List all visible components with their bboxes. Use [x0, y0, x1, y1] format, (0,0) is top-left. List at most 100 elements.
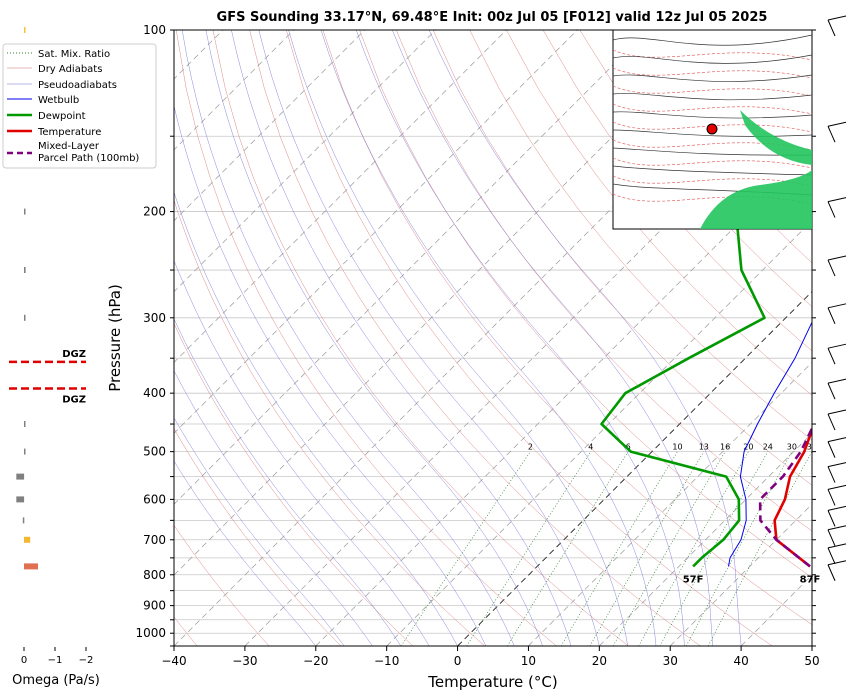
dry-adiabat-line [506, 30, 812, 396]
mixing-ratio-label: 4 [588, 443, 593, 452]
y-tick-label: 500 [143, 445, 166, 459]
wind-barb-staff [827, 413, 836, 431]
isotherm-line [599, 432, 812, 646]
wind-barb-flag [827, 437, 847, 443]
mixing-ratio-line [659, 451, 769, 646]
series-mixed-layer-parcel-path-100mb [758, 425, 812, 568]
pseudoadiabat-line [392, 30, 714, 646]
wind-barb-staff [827, 259, 836, 277]
pseudoadiabat-line [174, 259, 430, 646]
dry-adiabat-line [212, 30, 629, 646]
wind-barb [827, 255, 847, 277]
dry-adiabat-line [174, 428, 342, 646]
map-thickness-line [612, 67, 813, 79]
wind-barb-staff [827, 529, 836, 546]
legend-entry-dry-adiabats: Dry Adiabats [38, 64, 102, 75]
map-thickness-line [612, 85, 813, 97]
mixing-ratio-label: 10 [672, 443, 682, 452]
omega-bar [24, 208, 26, 215]
wind-barb-flag [827, 197, 847, 203]
wind-barb-flag [827, 255, 847, 261]
mixing-ratio-label: 13 [699, 443, 709, 452]
pseudoadiabat-line [355, 30, 685, 646]
x-tick-label: 10 [521, 654, 536, 668]
surface-temperature-label: 87F [800, 574, 821, 585]
legend-entry-dewpoint: Dewpoint [38, 111, 86, 122]
wind-barb-staff [827, 489, 836, 506]
omega-bar [16, 473, 25, 480]
wind-barb-flag [827, 378, 847, 384]
wind-barb-flag [827, 484, 847, 490]
y-tick-label: 300 [143, 311, 166, 325]
isotherm-line [386, 220, 812, 646]
mixing-ratio-line [400, 451, 531, 646]
dry-adiabat-line [174, 524, 270, 646]
map-isobar [612, 111, 813, 119]
y-tick-label: 700 [143, 533, 166, 547]
wind-barb-staff [827, 466, 836, 483]
pseudoadiabat-line [174, 104, 487, 646]
wind-barb-staff [827, 19, 836, 37]
wind-barb [827, 303, 847, 325]
wind-barb [827, 437, 847, 458]
wind-barb-staff [827, 126, 836, 143]
isotherm-line [811, 645, 812, 646]
map-thickness-line [612, 49, 813, 61]
pseudoadiabat-line [174, 318, 402, 646]
y-tick-label: 200 [143, 205, 166, 219]
y-tick-label: 800 [143, 568, 166, 582]
y-tick-label: 900 [143, 599, 166, 613]
wind-barb-staff [827, 441, 836, 458]
map-isobar [612, 34, 813, 46]
dry-adiabat-line [359, 30, 812, 578]
dry-adiabat-line [579, 30, 812, 308]
omega-tick-label: −2 [79, 655, 94, 666]
legend-entry-temperature: Temperature [37, 127, 101, 138]
x-tick-label: 0 [454, 654, 462, 668]
pseudoadiabat-line [288, 30, 628, 646]
wind-barb [827, 543, 847, 565]
wind-barb-flag [827, 303, 847, 309]
legend-entry-pseudoadiabats: Pseudoadiabats [38, 80, 117, 91]
omega-bar [24, 421, 26, 427]
dgz-label: DGZ [62, 349, 86, 360]
legend: Sat. Mix. Ratio Dry Adiabats Pseudoadiab… [2, 43, 157, 169]
omega-axis-label: Omega (Pa/s) [12, 673, 100, 688]
pseudoadiabat-line [428, 30, 742, 646]
wind-barb-flag [827, 543, 847, 549]
wind-barb [827, 484, 847, 506]
omega-panel: DGZ DGZ 0 −1 −2 [9, 27, 93, 666]
omega-bar [24, 563, 38, 570]
mixing-ratio-line [589, 451, 705, 646]
pseudoadiabat-line [258, 30, 600, 646]
dry-adiabat-line [432, 30, 812, 486]
map-isobar [612, 93, 813, 101]
wind-barb-flag [827, 15, 847, 21]
wind-barb-staff [827, 382, 836, 400]
wind-barb-flag [827, 343, 847, 349]
legend-entry-sat-mix-ratio: Sat. Mix. Ratio [38, 49, 110, 60]
mixing-ratio-line [507, 451, 629, 646]
wind-barb [827, 560, 847, 581]
mixing-ratio-label: 20 [743, 443, 753, 452]
y-tick-label: 400 [143, 386, 166, 400]
dry-adiabat-line [249, 30, 701, 646]
isotherm-line [174, 30, 295, 151]
omega-bar [24, 27, 26, 33]
map-thickness-line [612, 157, 813, 169]
y-axis-label: Pressure (hPa) [106, 284, 124, 392]
dry-adiabat-line [286, 30, 773, 646]
mixing-ratio-line [707, 451, 812, 646]
map-thickness-line [612, 175, 813, 187]
wind-barb-flag [827, 560, 847, 566]
chart-title: GFS Sounding 33.17°N, 69.48°E Init: 00z … [217, 10, 768, 25]
isotherm-line [174, 30, 507, 363]
wind-barb-flag [827, 525, 847, 531]
axes: 57F 87F −40 −30 −20 −10 0 10 20 30 40 50 100 200 300 40… [135, 23, 820, 668]
x-tick-label: −10 [374, 654, 399, 668]
x-tick-label: 40 [733, 654, 748, 668]
wind-barb-staff [827, 547, 836, 565]
wind-barb [827, 409, 847, 431]
dry-adiabat-line [469, 30, 812, 441]
